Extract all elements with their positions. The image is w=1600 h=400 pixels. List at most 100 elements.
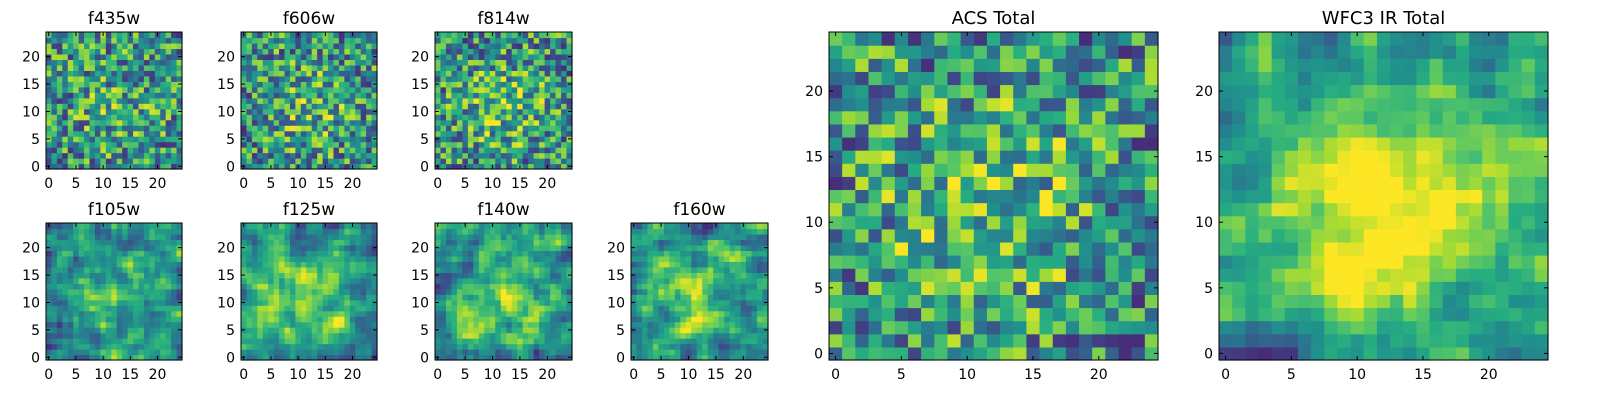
heatmap-cell: [279, 272, 286, 279]
heatmap-cell: [56, 32, 63, 39]
heatmap-cell: [566, 75, 573, 82]
heatmap-cell: [284, 354, 291, 361]
heatmap-cell: [349, 250, 356, 257]
heatmap-cell: [284, 327, 291, 334]
heatmap-cell: [641, 277, 649, 284]
heatmap-cell: [973, 294, 988, 309]
heatmap-cell: [262, 310, 269, 317]
heatmap-cell: [84, 103, 91, 110]
heatmap-cell: [522, 261, 529, 268]
heatmap-cell: [251, 37, 258, 44]
heatmap-cell: [473, 261, 480, 268]
heatmap-cell: [685, 244, 692, 251]
heatmap-cell: [317, 130, 324, 137]
heatmap-cell: [511, 223, 518, 230]
panel-title: f140w: [477, 200, 529, 220]
y-tick-label: 20: [411, 50, 429, 66]
heatmap-cell: [550, 53, 557, 60]
heatmap-cell: [46, 261, 53, 268]
heatmap-cell: [669, 228, 676, 235]
heatmap-cell: [371, 97, 378, 104]
heatmap-cell: [1052, 255, 1067, 269]
heatmap-cell: [84, 223, 91, 230]
heatmap-cell: [1013, 202, 1027, 217]
heatmap-cell: [566, 152, 573, 159]
heatmap-cell: [478, 294, 485, 301]
heatmap-cell: [116, 283, 123, 290]
heatmap-cell: [295, 321, 302, 328]
heatmap-cell: [322, 228, 329, 235]
heatmap-cell: [713, 332, 720, 339]
heatmap-cell: [328, 32, 335, 39]
heatmap-cell: [550, 130, 557, 137]
y-tick-label: 10: [217, 295, 235, 311]
heatmap-cell: [246, 250, 253, 257]
heatmap-cell: [561, 327, 568, 334]
heatmap-cell: [1052, 215, 1067, 230]
heatmap-cell: [149, 332, 156, 339]
y-tick-label: 20: [217, 50, 235, 66]
heatmap-cell: [685, 310, 692, 317]
heatmap-cell: [462, 327, 469, 334]
heatmap-cell: [84, 32, 91, 39]
heatmap-cell: [544, 288, 551, 295]
heatmap-cell: [934, 320, 949, 335]
heatmap-cell: [333, 239, 340, 246]
heatmap-cell: [257, 130, 264, 137]
heatmap-cell: [122, 103, 129, 110]
heatmap-cell: [473, 53, 480, 60]
heatmap-cell: [691, 327, 698, 334]
heatmap-cell: [138, 81, 145, 88]
heatmap-cell: [355, 59, 362, 66]
heatmap-cell: [528, 250, 535, 257]
heatmap-cell: [445, 239, 453, 246]
heatmap-cell: [165, 70, 172, 77]
heatmap-cell: [713, 349, 720, 356]
heatmap-cell: [165, 299, 172, 306]
heatmap-cell: [171, 108, 178, 115]
heatmap-cell: [122, 223, 129, 230]
heatmap-cell: [829, 320, 843, 335]
heatmap-cell: [295, 244, 302, 251]
heatmap-cell: [273, 277, 280, 284]
heatmap-cell: [122, 255, 129, 262]
heatmap-cell: [366, 103, 373, 110]
heatmap-cell: [746, 354, 753, 361]
heatmap-cell: [674, 283, 681, 290]
heatmap-cell: [647, 310, 654, 317]
heatmap-cell: [133, 272, 140, 279]
heatmap-cell: [89, 130, 96, 137]
heatmap-cell: [251, 316, 258, 323]
heatmap-cell: [724, 321, 731, 328]
heatmap-cell: [160, 32, 167, 39]
heatmap-cell: [344, 53, 351, 60]
heatmap-cell: [495, 299, 502, 306]
heatmap-cell: [133, 266, 140, 273]
heatmap-cell: [517, 343, 524, 350]
heatmap-cell: [555, 277, 562, 284]
heatmap-cell: [707, 294, 714, 301]
heatmap-cell: [495, 42, 502, 50]
heatmap-cell: [489, 349, 496, 356]
heatmap-cell: [355, 327, 362, 334]
heatmap-cell: [757, 310, 764, 317]
heatmap-cell: [349, 108, 356, 115]
heatmap-cell: [440, 32, 447, 39]
heatmap-cell: [658, 244, 665, 251]
heatmap-cell: [176, 141, 183, 148]
heatmap-cell: [46, 64, 53, 71]
heatmap-cell: [105, 64, 112, 71]
y-tick-label: 20: [411, 241, 429, 257]
heatmap-cell: [522, 299, 529, 306]
heatmap-cell: [652, 299, 659, 306]
heatmap-cell: [143, 321, 150, 328]
heatmap-cell: [528, 103, 535, 110]
heatmap-cell: [544, 64, 551, 71]
heatmap-cell: [641, 327, 649, 334]
heatmap-cell: [539, 59, 546, 66]
heatmap-cell: [484, 97, 491, 104]
heatmap-cell: [273, 294, 280, 301]
heatmap-cell: [478, 305, 485, 312]
heatmap-cell: [539, 332, 546, 339]
heatmap-cell: [435, 310, 442, 317]
